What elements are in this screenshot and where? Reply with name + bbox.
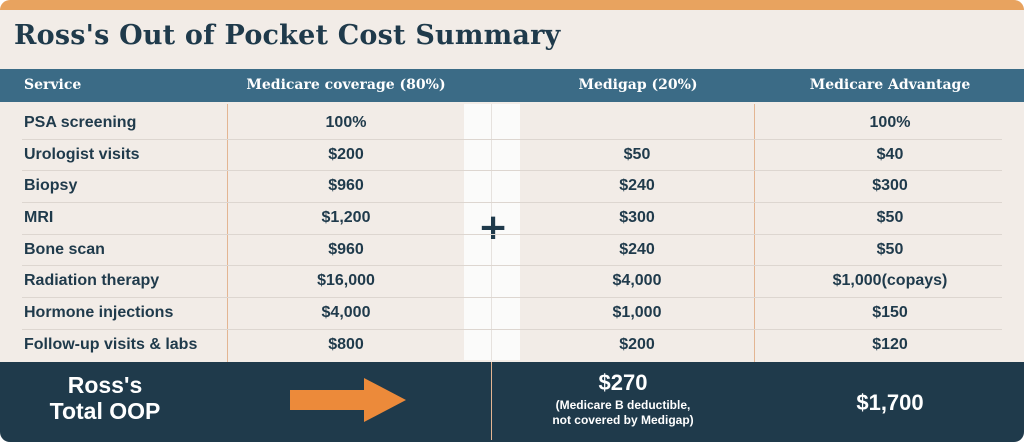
row-medigap: $200	[619, 335, 655, 353]
row-advantage: $40	[876, 145, 904, 163]
header-service: Service	[24, 77, 82, 93]
medigap-note-line1: (Medicare B deductible,	[555, 398, 691, 412]
row-advantage: $1,000(copays)	[832, 272, 948, 290]
row-service: Hormone injections	[24, 304, 174, 322]
footer-column-divider	[491, 362, 492, 440]
row-medigap: $300	[619, 209, 655, 227]
row-advantage: $150	[872, 304, 908, 322]
table-row: Bone scan $960 $240 $50	[0, 235, 1024, 267]
plus-icon: +	[478, 207, 509, 248]
column-divider	[754, 104, 755, 440]
page-title: Ross's Out of Pocket Cost Summary	[14, 20, 561, 51]
row-medigap: $1,000	[612, 304, 662, 322]
row-service: Biopsy	[24, 177, 78, 195]
table-body: PSA screening 100% 100% Urologist visits…	[0, 108, 1024, 362]
medigap-total-note: (Medicare B deductible, not covered by M…	[492, 398, 754, 428]
header-medicare-coverage: Medicare coverage (80%)	[246, 77, 446, 93]
row-service: Follow-up visits & labs	[24, 335, 198, 353]
total-oop-label: Ross's Total OOP	[20, 372, 190, 424]
arrow-right-icon	[290, 378, 406, 422]
table-header: Service Medicare coverage (80%) Medigap …	[0, 69, 1024, 102]
row-medigap: $4,000	[612, 272, 662, 290]
row-advantage: $50	[876, 209, 904, 227]
table-row: Follow-up visits & labs $800 $200 $120	[0, 330, 1024, 362]
row-advantage: $50	[876, 240, 904, 258]
total-label-line2: Total OOP	[49, 398, 161, 424]
header-medigap: Medigap (20%)	[578, 77, 698, 93]
medigap-note-line2: not covered by Medigap)	[552, 413, 694, 427]
row-medicare: $960	[328, 240, 364, 258]
table-row: PSA screening 100% 100%	[0, 108, 1024, 140]
column-divider	[227, 104, 228, 440]
row-service: Urologist visits	[24, 145, 140, 163]
row-advantage: 100%	[869, 114, 911, 131]
row-service: PSA screening	[24, 114, 137, 131]
advantage-total: $1,700	[856, 390, 924, 415]
row-medicare: $16,000	[317, 272, 375, 290]
row-medicare: $4,000	[321, 304, 371, 322]
row-advantage: $120	[872, 335, 908, 353]
row-medicare: $200	[328, 145, 364, 163]
row-medicare: $1,200	[321, 209, 371, 227]
table-row: Hormone injections $4,000 $1,000 $150	[0, 298, 1024, 330]
table-row: Radiation therapy $16,000 $4,000 $1,000(…	[0, 266, 1024, 298]
row-advantage: $300	[872, 177, 908, 195]
row-service: Bone scan	[24, 240, 105, 258]
medigap-total: $270	[598, 370, 648, 395]
row-medicare: 100%	[325, 114, 367, 131]
row-medigap: $240	[619, 240, 655, 258]
total-label-line1: Ross's	[67, 372, 143, 398]
row-medigap: $240	[619, 177, 655, 195]
row-service: Radiation therapy	[24, 272, 160, 290]
plus-column-band	[464, 104, 520, 360]
row-service: MRI	[24, 209, 54, 227]
row-medicare: $960	[328, 177, 364, 195]
table-row: Urologist visits $200 $50 $40	[0, 140, 1024, 172]
row-medicare: $800	[328, 335, 364, 353]
table-row: Biopsy $960 $240 $300	[0, 171, 1024, 203]
plus-column-line	[491, 104, 492, 360]
table-row: MRI $1,200 $300 $50	[0, 203, 1024, 235]
accent-top-bar	[0, 0, 1024, 10]
header-medicare-advantage: Medicare Advantage	[809, 77, 971, 93]
total-footer: Ross's Total OOP $270 (Medicare B deduct…	[0, 362, 1024, 442]
row-medigap: $50	[623, 145, 651, 163]
